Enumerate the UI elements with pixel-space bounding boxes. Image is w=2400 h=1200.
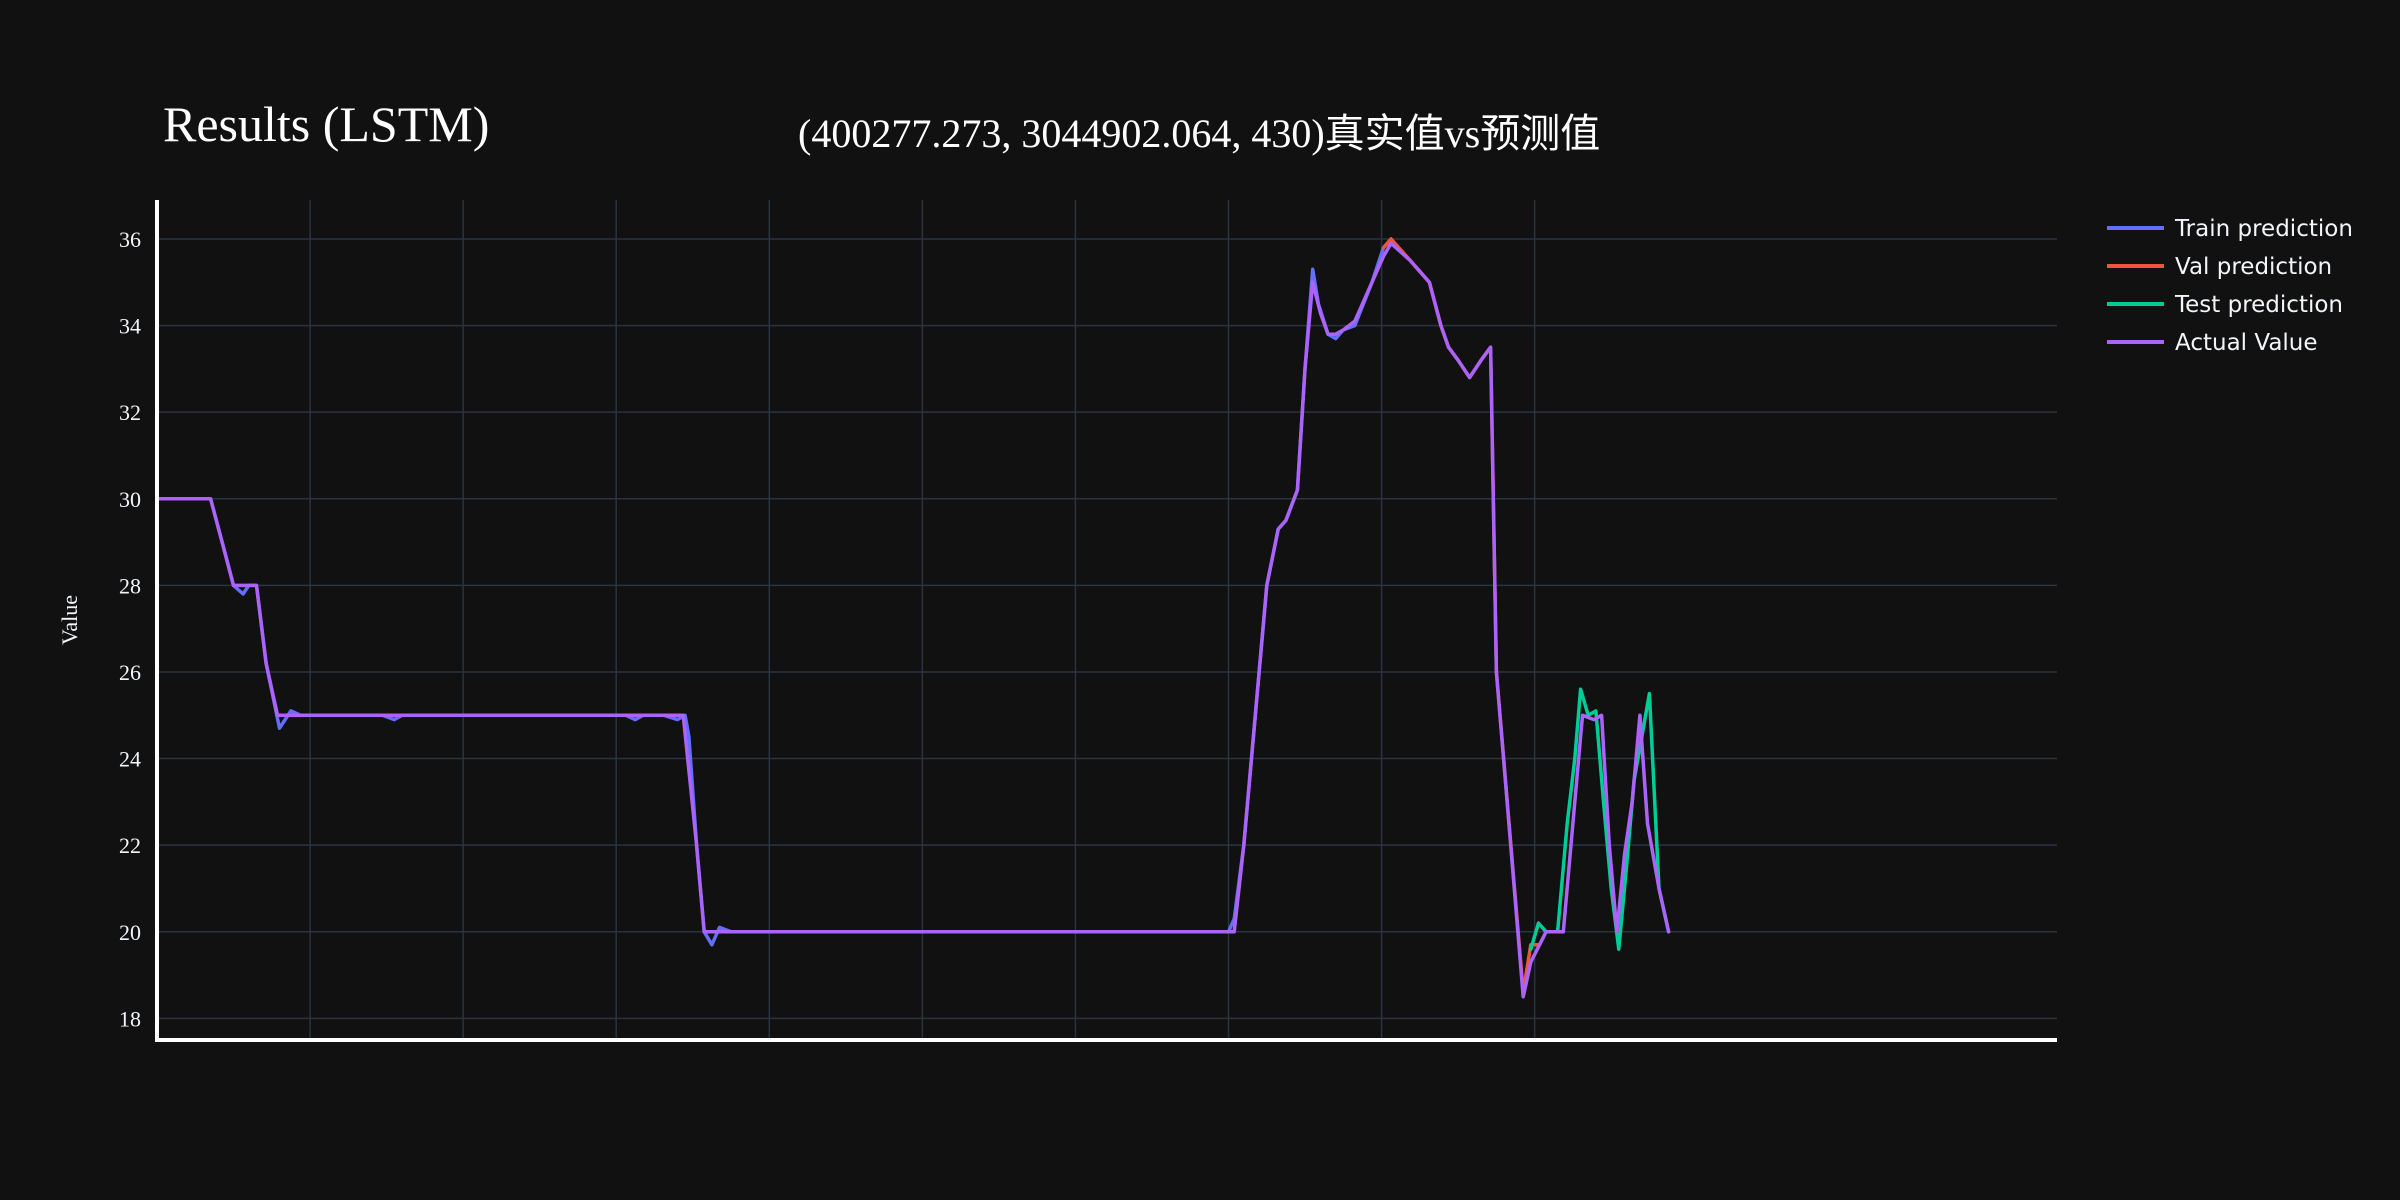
legend-item[interactable]: Train prediction — [2107, 216, 2353, 242]
y-tick-label: 30 — [119, 487, 141, 512]
legend-label: Train prediction — [2174, 216, 2353, 242]
legend-item[interactable]: Val prediction — [2107, 254, 2332, 280]
legend-item[interactable]: Test prediction — [2107, 292, 2343, 318]
legend-label: Val prediction — [2175, 254, 2332, 280]
y-tick-label: 32 — [119, 400, 141, 425]
y-tick-label: 22 — [119, 833, 141, 858]
y-tick-label: 24 — [119, 747, 141, 772]
series-line-train-prediction[interactable] — [155, 237, 1393, 947]
chart-subtitle: (400277.273, 3044902.064, 430)真实值vs预测值 — [798, 111, 1600, 156]
legend-label: Test prediction — [2174, 292, 2343, 318]
y-axis-label: Value — [57, 595, 82, 645]
y-tick-label: 18 — [119, 1006, 141, 1031]
legend-item[interactable]: Actual Value — [2107, 330, 2318, 356]
y-tick-label: 34 — [119, 314, 141, 339]
legend-label: Actual Value — [2175, 330, 2318, 356]
series-line-actual-value[interactable] — [155, 241, 1671, 999]
grid-layer — [157, 200, 2057, 1040]
chart-title: Results (LSTM) — [163, 96, 489, 152]
y-tick-label: 20 — [119, 920, 141, 945]
axes-layer — [155, 200, 2057, 1042]
y-tick-label: 36 — [119, 227, 141, 252]
tick-layer: 18 20 22 24 26 28 30 32 34 36 — [119, 227, 141, 1031]
legend[interactable]: Train prediction Val prediction Test predi… — [2107, 216, 2353, 356]
y-tick-label: 28 — [119, 573, 141, 598]
series-layer — [155, 237, 1671, 999]
y-tick-label: 26 — [119, 660, 141, 685]
